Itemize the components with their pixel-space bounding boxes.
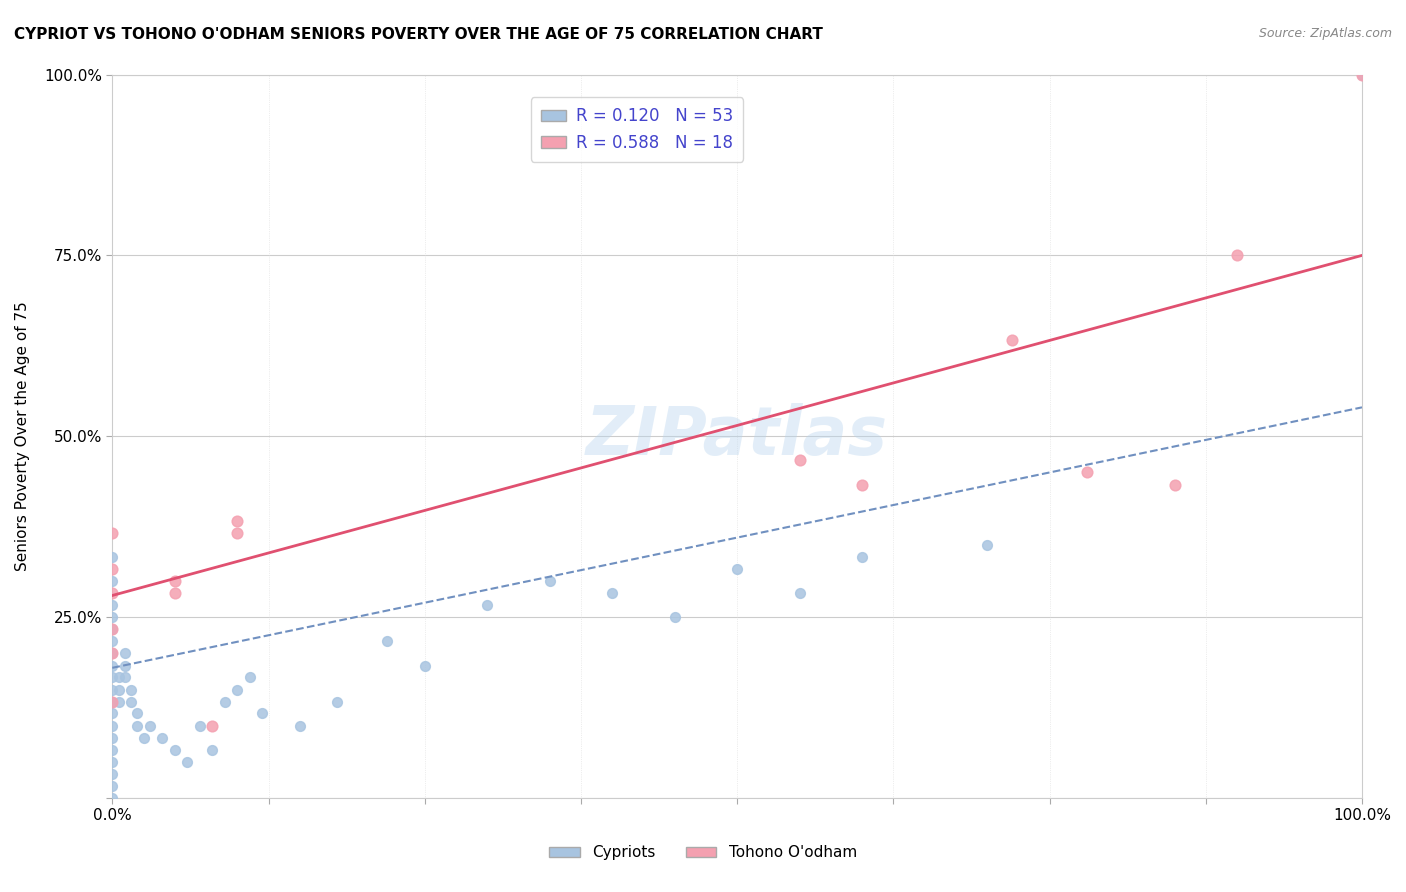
Point (1001, 333, 1024, 347)
Point (851, 550, 873, 565)
Point (375, 634, 398, 648)
Point (139, 719, 162, 733)
Point (101, 658, 124, 673)
Point (214, 695, 236, 709)
Point (101, 598, 124, 612)
Point (101, 525, 124, 540)
Point (132, 731, 155, 745)
Point (201, 719, 224, 733)
Point (226, 514, 249, 528)
Point (114, 658, 136, 673)
Point (120, 695, 142, 709)
Point (1351, 68, 1374, 82)
Point (477, 598, 499, 612)
Point (101, 742, 124, 756)
Text: CYPRIOT VS TOHONO O'ODHAM SENIORS POVERTY OVER THE AGE OF 75 CORRELATION CHART: CYPRIOT VS TOHONO O'ODHAM SENIORS POVERT… (14, 27, 823, 42)
Point (1163, 477, 1185, 491)
Point (101, 670, 124, 684)
Point (976, 538, 998, 552)
Point (101, 623, 124, 637)
Point (101, 562, 124, 576)
Point (851, 477, 873, 491)
Point (120, 682, 142, 697)
Y-axis label: Seniors Poverty Over the Age of 75: Seniors Poverty Over the Age of 75 (15, 301, 30, 571)
Point (107, 670, 129, 684)
Point (107, 695, 129, 709)
Point (226, 682, 249, 697)
Point (789, 453, 811, 467)
Point (101, 646, 124, 660)
Point (101, 706, 124, 721)
Point (101, 695, 124, 709)
Point (114, 646, 136, 660)
Point (664, 610, 686, 624)
Point (239, 670, 262, 684)
Point (101, 574, 124, 588)
Point (252, 706, 274, 721)
Point (188, 719, 211, 733)
Point (201, 742, 224, 756)
Point (288, 719, 311, 733)
Text: ZIPatlas: ZIPatlas (586, 403, 889, 469)
Point (101, 623, 124, 637)
Point (127, 706, 149, 721)
Point (101, 634, 124, 648)
Point (101, 586, 124, 600)
Point (127, 719, 149, 733)
Point (114, 670, 136, 684)
Legend: Cypriots, Tohono O'odham: Cypriots, Tohono O'odham (543, 839, 863, 866)
Text: Source: ZipAtlas.com: Source: ZipAtlas.com (1258, 27, 1392, 40)
Point (101, 646, 124, 660)
Point (101, 550, 124, 565)
Point (413, 658, 436, 673)
Point (725, 562, 748, 576)
Point (101, 779, 124, 793)
Point (101, 731, 124, 745)
Point (326, 695, 349, 709)
Point (1351, 68, 1374, 82)
Point (1226, 248, 1249, 262)
Point (101, 719, 124, 733)
Point (101, 610, 124, 624)
Point (101, 682, 124, 697)
Point (1076, 466, 1098, 480)
Point (176, 755, 198, 769)
Point (163, 574, 186, 588)
Point (101, 695, 124, 709)
Point (107, 682, 129, 697)
Point (163, 742, 186, 756)
Point (101, 755, 124, 769)
Point (101, 791, 124, 805)
Point (789, 586, 811, 600)
Point (163, 586, 186, 600)
Point (600, 586, 623, 600)
Point (226, 525, 249, 540)
Legend: R = 0.120   N = 53, R = 0.588   N = 18: R = 0.120 N = 53, R = 0.588 N = 18 (531, 97, 744, 161)
Point (101, 767, 124, 781)
Point (538, 574, 561, 588)
Point (150, 731, 173, 745)
